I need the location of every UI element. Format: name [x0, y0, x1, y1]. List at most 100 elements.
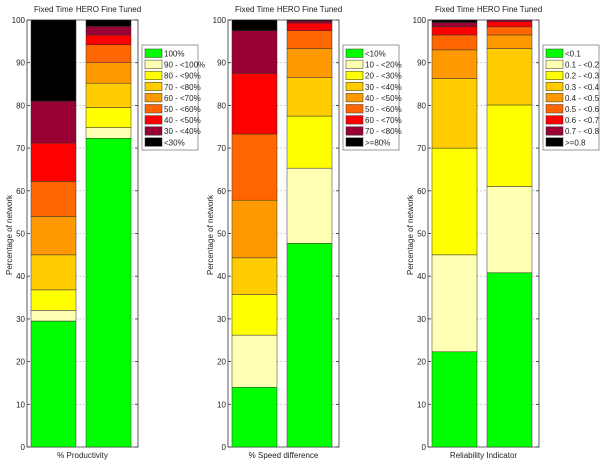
- legend-swatch: [144, 59, 163, 69]
- legend-swatch: [144, 70, 163, 80]
- legend-swatch: [345, 137, 364, 147]
- y-tick-label: 50: [417, 230, 426, 239]
- y-tick-label: 70: [417, 144, 426, 153]
- y-tick-label: 100: [213, 16, 227, 25]
- bar-segment: [231, 133, 278, 201]
- category-label: HERO Fine Tuned: [76, 5, 141, 14]
- bar-segment: [231, 294, 278, 336]
- y-tick-label: 10: [417, 400, 426, 409]
- bar-segment: [85, 82, 132, 108]
- y-tick-label: 10: [217, 400, 226, 409]
- legend-item: 0.3 - <0.4: [565, 83, 600, 92]
- y-tick-label: 0: [222, 443, 227, 452]
- y-tick-label: 80: [417, 101, 426, 110]
- legend-item: <10%: [365, 50, 386, 59]
- chart-panel-2: 0 10 20 30 40 50 60 70 80 90 100 Fixed Time HERO Fin…: [206, 5, 402, 460]
- bar-segment: [431, 19, 478, 23]
- x-axis-label: Reliability Indicator: [450, 451, 517, 460]
- bar-segment: [30, 216, 77, 256]
- legend-item: 10 - <20%: [365, 61, 402, 70]
- legend-swatch: [545, 137, 564, 147]
- y-axis-label: Percentage of network: [406, 194, 415, 275]
- y-tick-label: 20: [16, 358, 25, 367]
- legend-item: >=0.8: [565, 138, 586, 147]
- bar-segment: [486, 104, 533, 187]
- bar-segment: [286, 48, 333, 78]
- legend-item: 80 - <90%: [164, 72, 201, 81]
- legend-swatch: [545, 59, 564, 69]
- y-axis-label: Percentage of network: [206, 194, 215, 275]
- y-tick-label: 30: [16, 315, 25, 324]
- y-axis-label: Percentage of network: [5, 194, 14, 275]
- legend-item: 50 - <60%: [365, 105, 402, 114]
- bar-segment: [30, 310, 77, 322]
- bar-segment: [286, 20, 333, 24]
- legend-swatch: [144, 48, 163, 58]
- bar-segment: [85, 34, 132, 46]
- y-tick-label: 100: [12, 16, 26, 25]
- y-tick-label: 20: [417, 358, 426, 367]
- legend-item: 0.4 - <0.5: [565, 94, 600, 103]
- bar-segment: [231, 73, 278, 135]
- bar-segment: [231, 334, 278, 388]
- legend: <10% 10 - <20% 20 - <30% 30 - <40% 40 - <50%…: [342, 44, 402, 151]
- bar-segment: [30, 254, 77, 291]
- legend-swatch: [345, 126, 364, 136]
- category-label: HERO Fine Tuned: [477, 5, 542, 14]
- legend-item: <30%: [164, 138, 185, 147]
- legend-item: 40 - <50%: [164, 116, 201, 125]
- y-tick-label: 50: [217, 230, 226, 239]
- y-tick-label: 30: [217, 315, 226, 324]
- legend-swatch: [144, 82, 163, 92]
- bar-segment: [286, 243, 333, 448]
- category-label: Fixed Time: [435, 5, 475, 14]
- y-tick-label: 80: [217, 101, 226, 110]
- legend-item: 40 - <50%: [365, 94, 402, 103]
- bar-segment: [85, 26, 132, 36]
- legend-swatch: [545, 48, 564, 58]
- bar-segment: [431, 49, 478, 79]
- y-tick-label: 80: [16, 101, 25, 110]
- bar-segment: [231, 30, 278, 74]
- x-axis-label: % Productivity: [57, 451, 108, 460]
- y-tick-label: 20: [217, 358, 226, 367]
- y-tick-label: 90: [417, 59, 426, 68]
- bar-segment: [30, 320, 77, 448]
- legend-item: 0.1 - <0.2: [565, 61, 600, 70]
- legend-swatch: [144, 126, 163, 136]
- y-tick-label: 60: [417, 187, 426, 196]
- y-tick-label: 60: [16, 187, 25, 196]
- bar-segment: [431, 26, 478, 36]
- legend-item: 60 - <70%: [365, 116, 402, 125]
- bar-segment: [30, 289, 77, 311]
- bar-segment: [30, 181, 77, 217]
- y-tick-label: 40: [217, 272, 226, 281]
- bar-segment: [85, 127, 132, 139]
- bar-segment: [431, 147, 478, 256]
- y-tick-label: 40: [16, 272, 25, 281]
- bar-segment: [85, 138, 132, 448]
- bar-segment: [85, 44, 132, 63]
- bar-segment: [286, 167, 333, 244]
- bar-segment: [486, 26, 533, 36]
- bar-segment: [231, 19, 278, 31]
- bar-segment: [231, 199, 278, 259]
- legend-item: 90 - <100%: [164, 61, 205, 70]
- legend-swatch: [144, 137, 163, 147]
- legend-swatch: [345, 104, 364, 114]
- category-label: Fixed Time: [235, 5, 275, 14]
- bar-segment: [286, 115, 333, 169]
- legend-swatch: [144, 104, 163, 114]
- y-tick-label: 0: [422, 443, 427, 452]
- bar-segment: [286, 19, 333, 22]
- legend-swatch: [545, 93, 564, 103]
- legend-item: 60 - <70%: [164, 94, 201, 103]
- legend-item: 100%: [164, 50, 184, 59]
- legend-item: 0.2 - <0.3: [565, 72, 600, 81]
- legend-item: >=80%: [365, 138, 390, 147]
- bar-segment: [431, 351, 478, 448]
- legend-item: 30 - <40%: [365, 83, 402, 92]
- bar-segment: [30, 19, 77, 102]
